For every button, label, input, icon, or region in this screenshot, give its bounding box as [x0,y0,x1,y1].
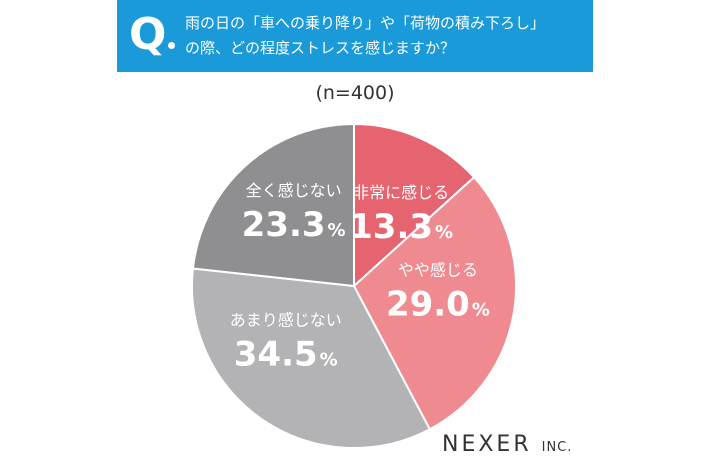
pie-slice-not-much [191,267,432,449]
question-line-1: 雨の日の「車への乗り降り」や「荷物の積み下ろし」 [185,14,546,32]
q-dot [168,42,175,49]
q-mark: Q [129,9,167,60]
question-banner: Q 雨の日の「車への乗り降り」や「荷物の積み下ろし」 の際、どの程度ストレスを感… [117,0,593,72]
slice-label-not-at-all: 全く感じない [246,181,342,200]
pie-slice-somewhat [352,175,517,431]
brand-logo: NEXER INC. [442,432,572,457]
brand-suffix: INC. [541,440,573,455]
sample-size: (n=400) [315,82,395,104]
infographic: Q 雨の日の「車への乗り降り」や「荷物の積み下ろし」 の際、どの程度ストレスを感… [117,0,593,474]
slice-value-not-much: 34.5% [234,334,338,374]
slice-value-very: 13.3% [349,207,453,247]
slice-label-not-much: あまり感じない [230,310,342,329]
slice-label-somewhat: やや感じる [398,260,478,279]
pie-slice-not-at-all [191,122,355,288]
brand-name: NEXER [442,432,532,457]
slice-label-very: 非常に感じる [353,183,449,202]
pie-slice-very [353,122,476,289]
question-line-2: の際、どの程度ストレスを感じますか？ [185,39,456,57]
